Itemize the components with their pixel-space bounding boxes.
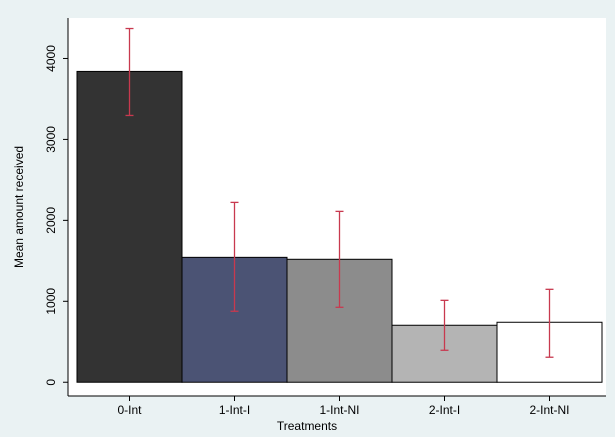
error-bar [335, 210, 344, 308]
x-tick-label: 2-Int-NI [529, 403, 569, 417]
y-tick-label: 1000 [44, 288, 58, 315]
y-axis-title: Mean amount received [12, 146, 26, 268]
x-tick-label: 1-Int-NI [319, 403, 359, 417]
x-tick-label: 2-Int-I [429, 403, 460, 417]
y-tick-label: 2000 [44, 207, 58, 234]
x-tick-label: 0-Int [117, 403, 142, 417]
x-axis-title: Treatments [277, 419, 337, 433]
error-bar [545, 288, 554, 358]
bar [76, 70, 183, 383]
y-tick-label: 0 [44, 379, 58, 386]
y-tick-label: 4000 [44, 45, 58, 72]
y-tick-label: 3000 [44, 126, 58, 153]
error-bar [125, 27, 134, 117]
x-tick-label: 1-Int-I [219, 403, 250, 417]
error-bar [440, 299, 449, 351]
error-bar [230, 201, 239, 312]
